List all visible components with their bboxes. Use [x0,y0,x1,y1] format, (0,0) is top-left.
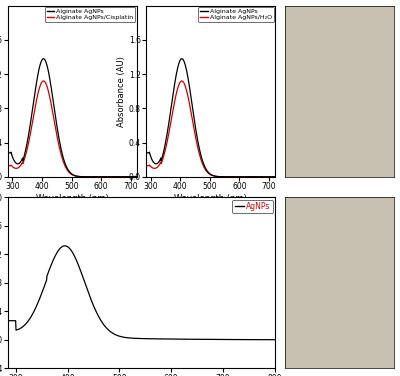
X-axis label: Wavelength (nm): Wavelength (nm) [174,194,247,203]
Legend: AgNPs: AgNPs [232,200,273,213]
Legend: Alginate AgNPs, Alginate AgNPs/Cisplatin: Alginate AgNPs, Alginate AgNPs/Cisplatin [45,7,135,22]
Y-axis label: Absorbance (AU): Absorbance (AU) [117,56,126,127]
X-axis label: Wavelength (nm): Wavelength (nm) [36,194,109,203]
Legend: Alginate AgNPs, Alginate AgNPs/H₂O: Alginate AgNPs, Alginate AgNPs/H₂O [198,7,274,22]
